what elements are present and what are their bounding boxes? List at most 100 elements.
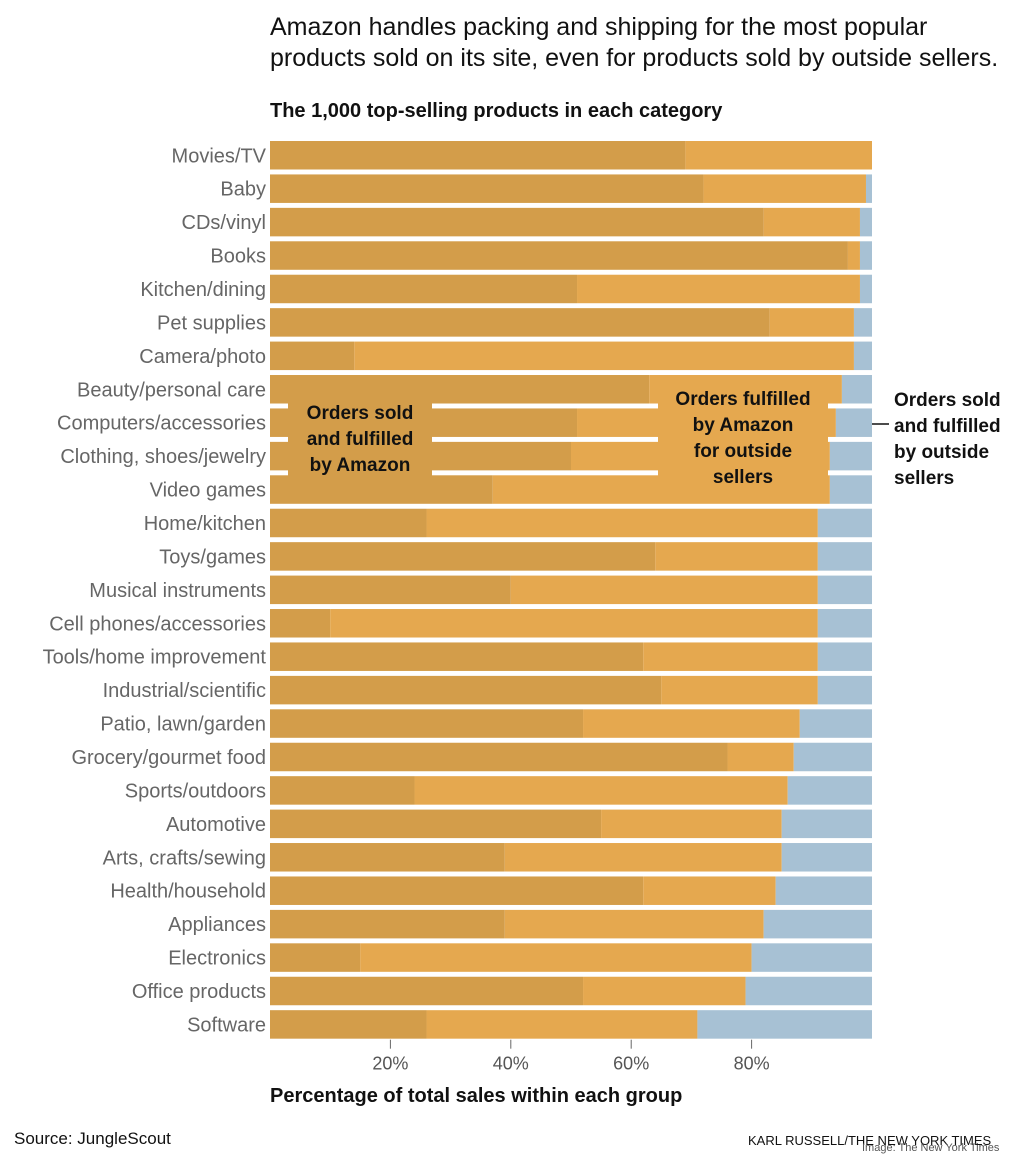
bar-segment-sports-outdoors-s3 <box>787 776 872 805</box>
bar-segment-grocery-gourmet-food-s1 <box>270 742 728 772</box>
bar-segment-sports-outdoors-s1 <box>270 776 415 805</box>
x-tick-label: 40% <box>493 1054 529 1074</box>
category-label-industrial-scientific: Industrial/scientific <box>103 680 266 702</box>
bar-segment-pet-supplies-s1 <box>270 308 770 337</box>
category-labels-group: Movies/TV Baby CDs/vinyl Books Kitchen/dinin… <box>43 145 267 1036</box>
bar-segment-books-s1 <box>270 241 848 270</box>
headline-line-1: Amazon handles packing and shipping for … <box>270 13 928 41</box>
bar-segment-pet-supplies-s2 <box>769 308 854 337</box>
category-label-appliances: Appliances <box>168 914 266 936</box>
bar-segment-appliances-s1 <box>270 909 505 939</box>
bar-segment-sports-outdoors-s2 <box>414 776 788 805</box>
bar-segment-tools-home-improvement-s3 <box>817 642 872 671</box>
bar-segment-electronics-s2 <box>360 943 752 972</box>
bar-segment-grocery-gourmet-food-s2 <box>727 742 794 772</box>
x-axis-ticks-group: 20% 40% 60% 80% <box>372 1039 770 1074</box>
annotation-sold-by-amazon: Orders sold and fulfilled by Amazon <box>288 401 432 479</box>
bar-segment-baby-s1 <box>270 174 704 203</box>
bar-segment-arts-crafts-sewing-s1 <box>270 843 505 872</box>
bar-segment-office-products-s3 <box>745 976 872 1006</box>
bar-segment-patio-lawn-garden-s3 <box>799 709 872 738</box>
bar-segment-video-games-s3 <box>829 475 872 504</box>
annotation-line: sellers <box>894 468 955 489</box>
bar-segment-musical-instruments-s2 <box>510 575 818 605</box>
bar-segment-software-s2 <box>426 1010 698 1039</box>
x-axis-label: Percentage of total sales within each gr… <box>270 1085 683 1107</box>
category-label-cds-vinyl: CDs/vinyl <box>182 212 266 234</box>
bar-segment-movies-tv-s2 <box>685 141 872 170</box>
category-label-baby: Baby <box>220 179 266 201</box>
bar-segment-tools-home-improvement-s2 <box>643 642 818 671</box>
annotation-line: by Amazon <box>309 455 411 476</box>
annotation-fulfilled-by-amazon: Orders fulfilled by Amazon for outside s… <box>658 387 828 491</box>
bar-segment-video-games-s1 <box>270 475 493 504</box>
bar-segment-musical-instruments-s1 <box>270 575 511 605</box>
annotation-line: for outside <box>693 441 793 462</box>
bar-segment-baby-s3 <box>865 174 872 203</box>
image-watermark: Image: The New York Times <box>862 1142 1000 1154</box>
bar-segment-pet-supplies-s3 <box>853 308 872 337</box>
credit-line: KARL RUSSELL/THE NEW YORK TIMES <box>748 1133 992 1148</box>
category-label-camera-photo: Camera/photo <box>139 346 266 368</box>
bar-segment-baby-s2 <box>703 174 866 203</box>
bar-segment-kitchen-dining-s1 <box>270 274 578 304</box>
category-label-pet-supplies: Pet supplies <box>157 312 266 334</box>
bar-segment-kitchen-dining-s3 <box>859 274 872 304</box>
category-label-clothing-shoes-jewelry: Clothing, shoes/jewelry <box>60 446 266 468</box>
category-label-health-household: Health/household <box>110 881 266 903</box>
bar-segment-cell-phones-accessories-s1 <box>270 609 331 638</box>
bar-segment-tools-home-improvement-s1 <box>270 642 644 671</box>
bar-segment-cds-vinyl-s3 <box>859 207 872 237</box>
bar-segment-beauty-personal-care-s1 <box>270 375 650 404</box>
bar-segment-software-s1 <box>270 1010 427 1039</box>
bar-segment-camera-photo-s1 <box>270 341 355 371</box>
bar-segment-camera-photo-s2 <box>354 341 854 371</box>
bar-segment-toys-games-s3 <box>817 542 872 571</box>
bar-segment-health-household-s2 <box>643 876 776 905</box>
bar-segment-health-household-s3 <box>775 876 872 905</box>
bar-segment-books-s2 <box>847 241 860 270</box>
category-label-cell-phones-accessories: Cell phones/accessories <box>49 613 266 635</box>
annotation-line: sellers <box>712 467 774 488</box>
bar-segment-automotive-s3 <box>781 809 872 839</box>
category-label-home-kitchen: Home/kitchen <box>144 513 266 535</box>
category-label-automotive: Automotive <box>166 814 266 836</box>
bar-segment-automotive-s2 <box>601 809 782 839</box>
bar-segment-office-products-s2 <box>583 976 746 1006</box>
annotation-line: by outside <box>894 442 990 463</box>
category-label-beauty-personal-care: Beauty/personal care <box>77 379 266 401</box>
bar-segment-toys-games-s2 <box>655 542 818 571</box>
bar-segment-arts-crafts-sewing-s2 <box>504 843 782 872</box>
category-label-office-products: Office products <box>132 981 266 1003</box>
category-label-kitchen-dining: Kitchen/dining <box>140 279 266 301</box>
bar-segment-clothing-shoes-jewelry-s3 <box>829 441 872 471</box>
x-tick-label: 60% <box>613 1054 649 1074</box>
stacked-bar-chart: Movies/TV Baby CDs/vinyl Books Kitchen/dinin… <box>43 141 889 1074</box>
bar-segment-home-kitchen-s3 <box>817 508 872 538</box>
bar-segment-appliances-s3 <box>763 909 872 939</box>
category-label-arts-crafts-sewing: Arts, crafts/sewing <box>103 847 266 869</box>
category-label-sports-outdoors: Sports/outdoors <box>125 780 266 802</box>
source-note: Source: JungleScout <box>14 1129 171 1148</box>
x-tick-label: 20% <box>372 1054 408 1074</box>
category-label-musical-instruments: Musical instruments <box>89 580 266 602</box>
bar-segment-cell-phones-accessories-s3 <box>817 609 872 638</box>
annotation-line: and fulfilled <box>894 416 1001 437</box>
bar-segment-office-products-s1 <box>270 976 584 1006</box>
category-label-tools-home-improvement: Tools/home improvement <box>43 647 267 669</box>
bar-segment-cds-vinyl-s1 <box>270 207 764 237</box>
bar-segment-home-kitchen-s2 <box>426 508 818 538</box>
bar-segment-appliances-s2 <box>504 909 764 939</box>
bar-segment-automotive-s1 <box>270 809 602 839</box>
category-label-movies-tv: Movies/TV <box>172 145 267 167</box>
category-label-computers-accessories: Computers/accessories <box>57 413 266 435</box>
category-label-patio-lawn-garden: Patio, lawn/garden <box>100 714 266 736</box>
bar-segment-industrial-scientific-s1 <box>270 675 662 705</box>
bar-segment-grocery-gourmet-food-s3 <box>793 742 872 772</box>
bar-segment-cds-vinyl-s2 <box>763 207 860 237</box>
annotation-line: Orders sold <box>894 390 1001 411</box>
bar-segment-cell-phones-accessories-s2 <box>330 609 818 638</box>
annotation-line: and fulfilled <box>306 429 414 450</box>
bars-group <box>270 141 872 1039</box>
bar-segment-movies-tv-s1 <box>270 141 686 170</box>
